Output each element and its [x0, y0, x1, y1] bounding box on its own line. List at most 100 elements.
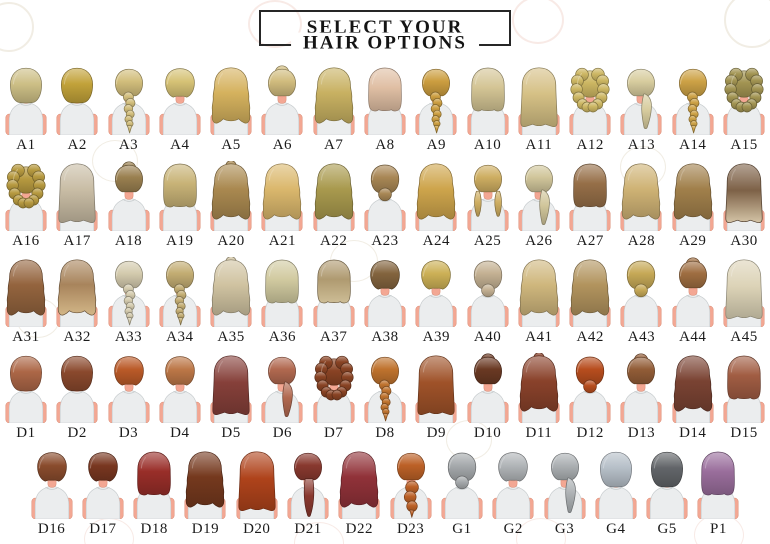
hair-option-A12[interactable]: A12: [565, 65, 616, 154]
hair-option-A29[interactable]: A29: [667, 161, 718, 250]
hair-option-D22[interactable]: D22: [334, 449, 385, 538]
hair-option-G3[interactable]: G3: [539, 449, 590, 538]
hair-option-A35[interactable]: A35: [205, 257, 256, 346]
hair-figure: [518, 164, 560, 231]
hair-option-A44[interactable]: A44: [667, 257, 718, 346]
hair-figure: [56, 259, 98, 327]
hair-option-D16[interactable]: D16: [26, 449, 77, 538]
hair-option-label: A37: [320, 329, 348, 345]
hair-option-label: A19: [166, 233, 194, 249]
hair-option-D7[interactable]: D7: [308, 353, 359, 442]
hair-option-A22[interactable]: A22: [308, 161, 359, 250]
hair-option-D15[interactable]: D15: [718, 353, 769, 442]
hair-option-A18[interactable]: A18: [103, 161, 154, 250]
hair-option-A21[interactable]: A21: [257, 161, 308, 250]
hair-options-row-1: A1 A2 A3 A4 A5: [0, 65, 770, 154]
hair-option-label: A8: [375, 137, 395, 153]
hair-option-label: P1: [710, 521, 727, 537]
hair-figure: [390, 452, 432, 519]
hair-option-A6[interactable]: A6: [257, 65, 308, 154]
hair-option-label: A7: [324, 137, 344, 153]
hair-option-A34[interactable]: A34: [154, 257, 205, 346]
hair-option-D8[interactable]: D8: [359, 353, 410, 442]
hair-option-label: G4: [606, 521, 626, 537]
hair-option-label: D21: [294, 521, 322, 537]
hair-figure: [261, 259, 303, 327]
hair-figure: [621, 68, 662, 135]
hair-figure: [108, 161, 149, 231]
hair-option-A42[interactable]: A42: [565, 257, 616, 346]
hair-option-A14[interactable]: A14: [667, 65, 718, 154]
hair-option-D5[interactable]: D5: [205, 353, 256, 442]
hair-option-D18[interactable]: D18: [129, 449, 180, 538]
hair-option-G4[interactable]: G4: [590, 449, 641, 538]
hair-option-A9[interactable]: A9: [411, 65, 462, 154]
hair-option-A13[interactable]: A13: [616, 65, 667, 154]
hair-option-A38[interactable]: A38: [359, 257, 410, 346]
hair-option-D19[interactable]: D19: [180, 449, 231, 538]
hair-option-label: D3: [118, 425, 139, 441]
hair-option-A39[interactable]: A39: [411, 257, 462, 346]
hair-option-A7[interactable]: A7: [308, 65, 359, 154]
hair-option-G5[interactable]: G5: [641, 449, 692, 538]
hair-option-A25[interactable]: A25: [462, 161, 513, 250]
hair-figure: [364, 67, 406, 135]
hair-option-D14[interactable]: D14: [667, 353, 718, 442]
hair-option-A28[interactable]: A28: [616, 161, 667, 250]
hair-option-A37[interactable]: A37: [308, 257, 359, 346]
hair-option-G1[interactable]: G1: [436, 449, 487, 538]
hair-option-D11[interactable]: D11: [513, 353, 564, 442]
hair-option-A31[interactable]: A31: [0, 257, 51, 346]
hair-option-A41[interactable]: A41: [513, 257, 564, 346]
hair-option-A11[interactable]: A11: [513, 65, 564, 154]
hair-option-A10[interactable]: A10: [462, 65, 513, 154]
hair-option-A36[interactable]: A36: [257, 257, 308, 346]
hair-option-label: A14: [679, 137, 707, 153]
hair-option-A26[interactable]: A26: [513, 161, 564, 250]
hair-figure: [56, 355, 98, 423]
hair-option-A40[interactable]: A40: [462, 257, 513, 346]
hair-option-D6[interactable]: D6: [257, 353, 308, 442]
hair-option-A43[interactable]: A43: [616, 257, 667, 346]
hair-option-A3[interactable]: A3: [103, 65, 154, 154]
hair-option-A33[interactable]: A33: [103, 257, 154, 346]
hair-option-A5[interactable]: A5: [205, 65, 256, 154]
hair-option-D9[interactable]: D9: [411, 353, 462, 442]
hair-option-A15[interactable]: A15: [718, 65, 769, 154]
hair-option-D1[interactable]: D1: [0, 353, 51, 442]
hair-option-D10[interactable]: D10: [462, 353, 513, 442]
hair-option-D23[interactable]: D23: [385, 449, 436, 538]
hair-option-A20[interactable]: A20: [205, 161, 256, 250]
hair-option-A2[interactable]: A2: [52, 65, 103, 154]
hair-option-D21[interactable]: D21: [282, 449, 333, 538]
hair-option-A16[interactable]: A16: [0, 161, 51, 250]
hair-option-A4[interactable]: A4: [154, 65, 205, 154]
hair-figure: [441, 452, 483, 519]
hair-figure: [338, 451, 380, 519]
hair-figure: [415, 355, 457, 423]
hair-figure: [723, 355, 765, 423]
hair-option-label: A45: [730, 329, 758, 345]
hair-option-D20[interactable]: D20: [231, 449, 282, 538]
hair-option-A23[interactable]: A23: [359, 161, 410, 250]
hair-option-A27[interactable]: A27: [565, 161, 616, 250]
hair-option-label: A16: [12, 233, 40, 249]
hair-option-P1[interactable]: P1: [693, 449, 744, 538]
hair-option-D12[interactable]: D12: [565, 353, 616, 442]
hair-option-A30[interactable]: A30: [718, 161, 769, 250]
hair-option-A1[interactable]: A1: [0, 65, 51, 154]
hair-figure: [415, 163, 457, 231]
hair-option-label: D18: [140, 521, 168, 537]
hair-option-A32[interactable]: A32: [52, 257, 103, 346]
hair-option-A8[interactable]: A8: [359, 65, 410, 154]
hair-option-D13[interactable]: D13: [616, 353, 667, 442]
hair-option-D3[interactable]: D3: [103, 353, 154, 442]
hair-option-D4[interactable]: D4: [154, 353, 205, 442]
hair-option-A45[interactable]: A45: [718, 257, 769, 346]
hair-option-D2[interactable]: D2: [52, 353, 103, 442]
hair-option-A24[interactable]: A24: [411, 161, 462, 250]
hair-option-A19[interactable]: A19: [154, 161, 205, 250]
hair-option-A17[interactable]: A17: [52, 161, 103, 250]
hair-option-D17[interactable]: D17: [77, 449, 128, 538]
hair-option-G2[interactable]: G2: [488, 449, 539, 538]
